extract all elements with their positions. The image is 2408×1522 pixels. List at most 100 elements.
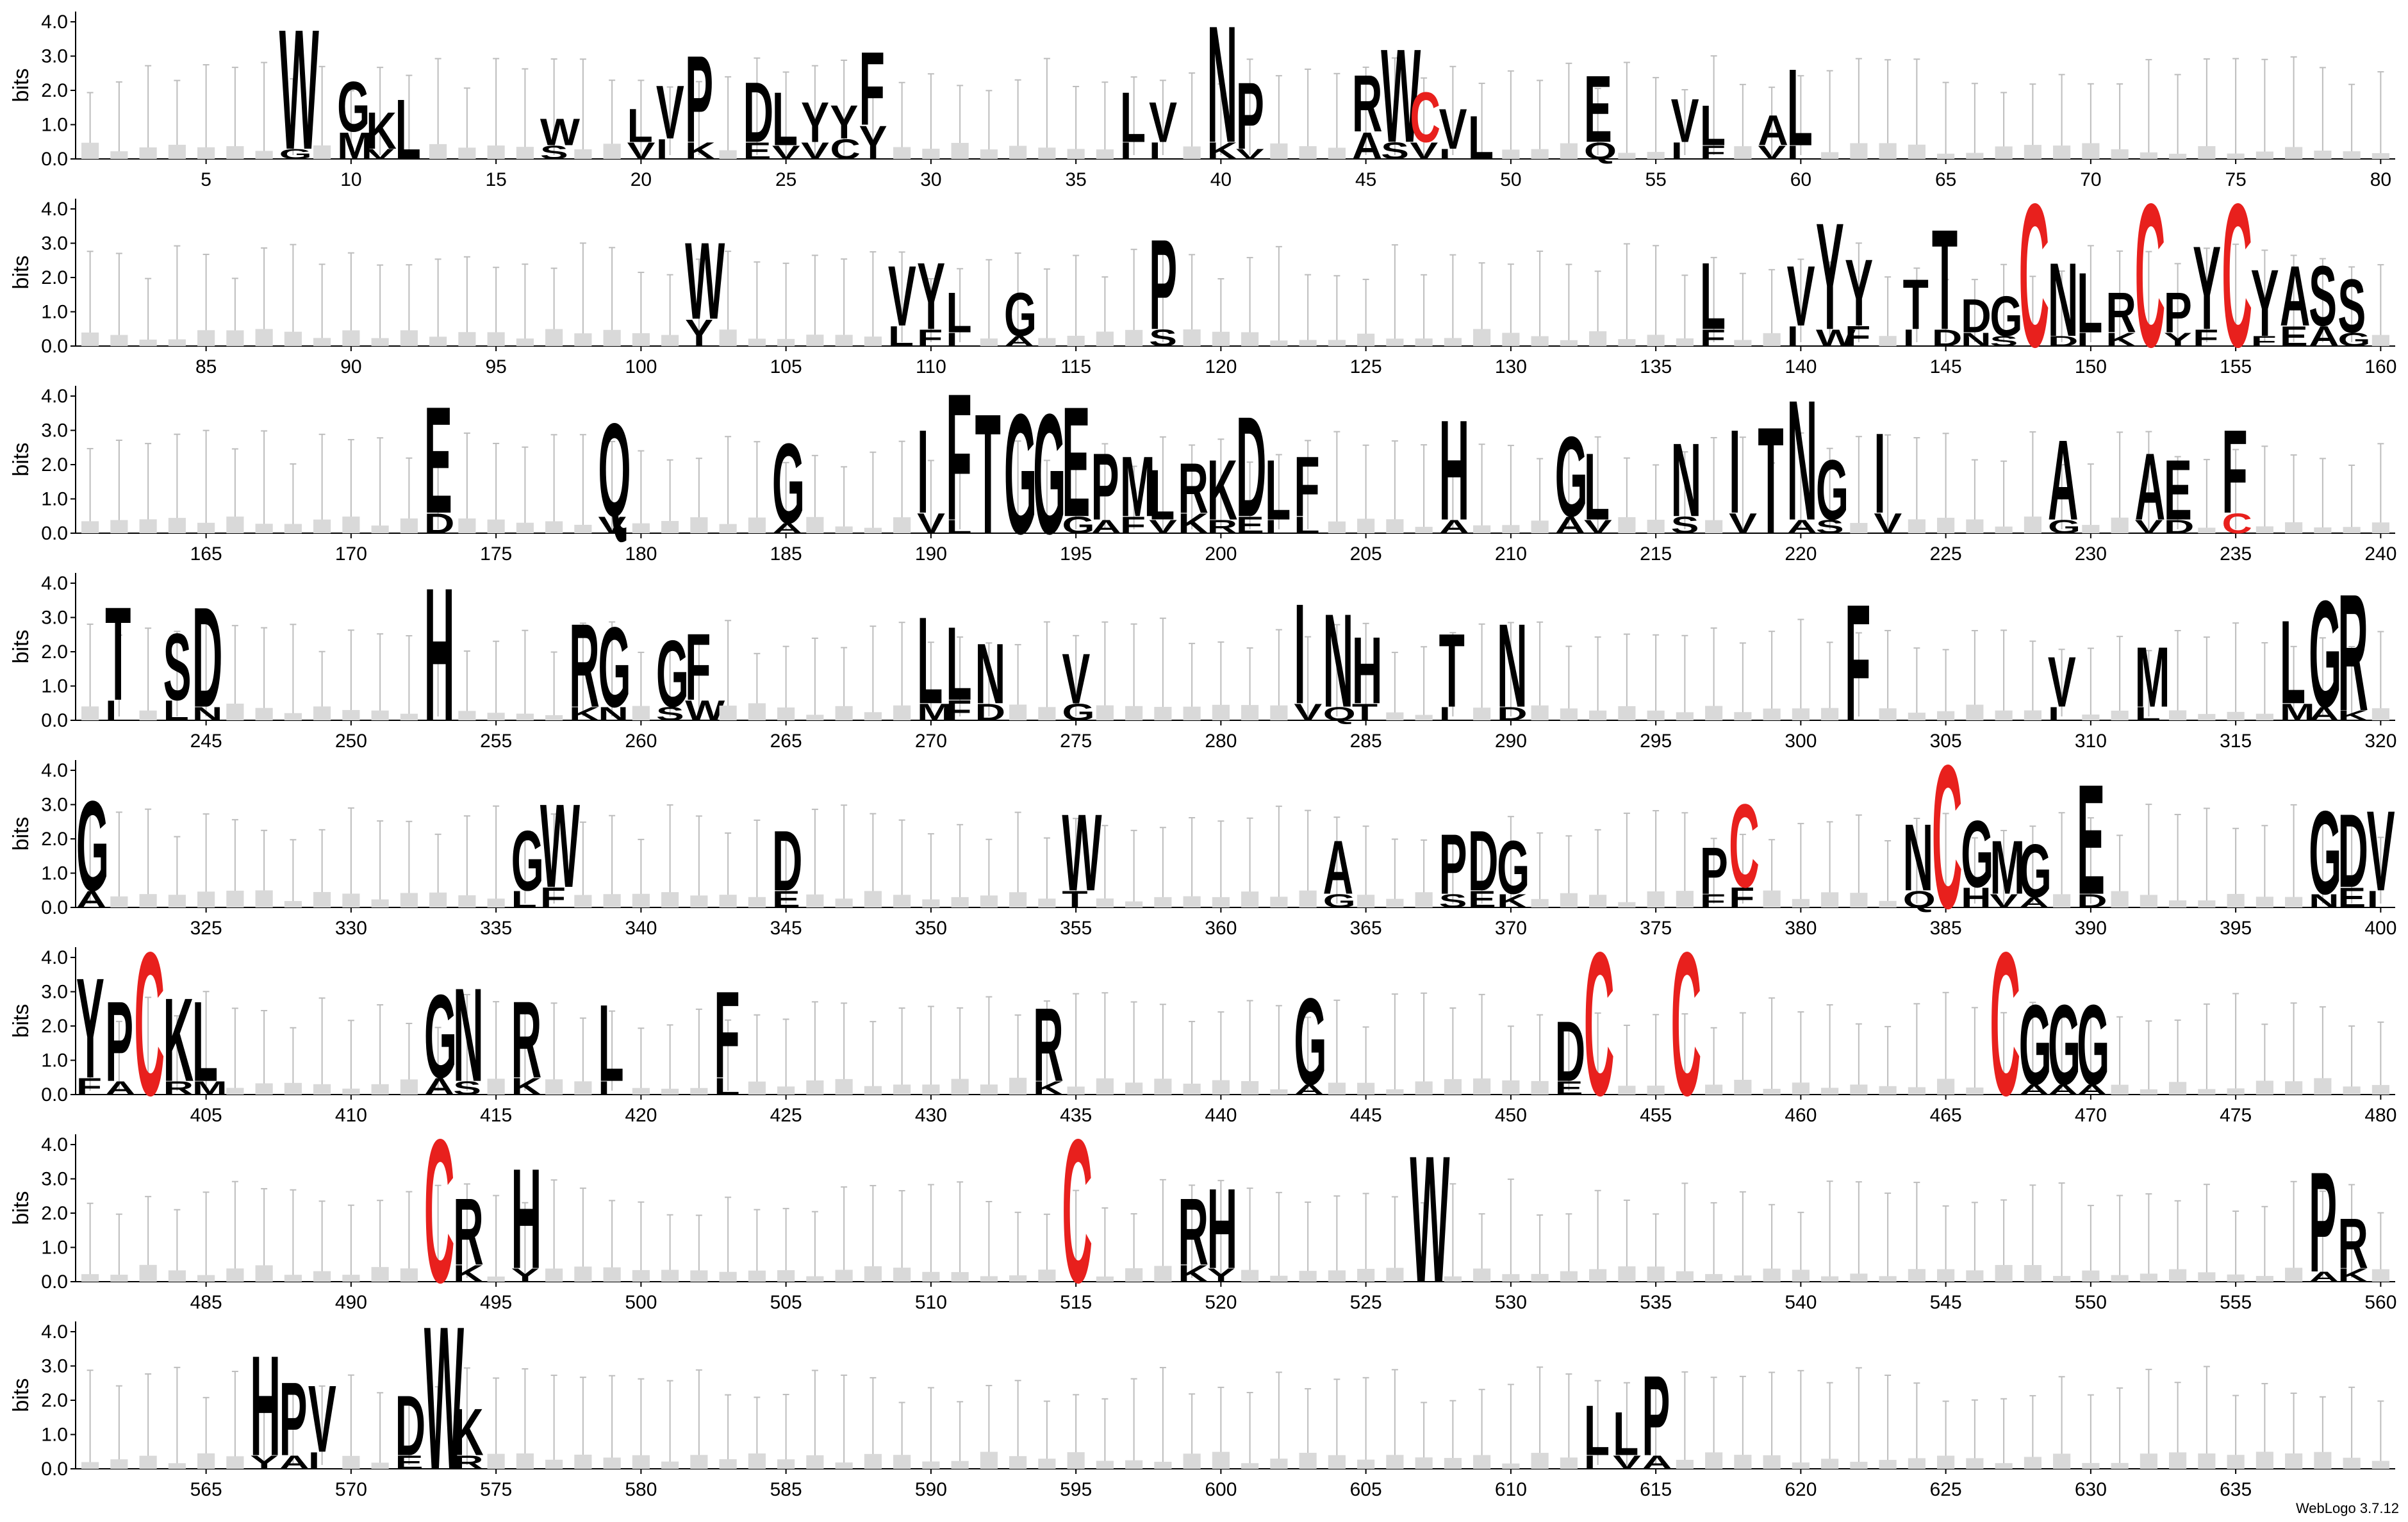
low-info-stack [1850, 143, 1868, 159]
logo-glyph-152-C: C [2135, 161, 2166, 390]
low-info-stack [748, 1081, 766, 1095]
x-tick-label: 415 [480, 1105, 512, 1126]
logo-glyph-244-L: L [163, 695, 189, 727]
x-tick-label: 115 [1060, 356, 1091, 377]
low-info-stack [1125, 329, 1143, 346]
low-info-stack [1937, 711, 1955, 720]
low-info-stack [458, 147, 476, 159]
low-info-stack [1386, 898, 1404, 907]
low-info-stack [1241, 1463, 1259, 1469]
logo-glyph-469-G: G [2048, 981, 2081, 1109]
low-info-stack [690, 1088, 708, 1095]
y-tick-label: 2.0 [41, 454, 68, 476]
low-info-stack [2198, 146, 2216, 159]
low-info-stack [1038, 147, 1056, 159]
logo-row-4: 0.0 1.0 2.0 3.0 4.0 bits 245 250 255 260 265 270 275… [9, 548, 2396, 761]
x-tick-label: 390 [2075, 918, 2107, 939]
x-tick-label: 85 [195, 356, 217, 377]
x-tick-label: 330 [335, 918, 367, 939]
low-info-stack [1270, 705, 1288, 720]
x-tick-label: 465 [1930, 1105, 1962, 1126]
low-info-stack [545, 1459, 563, 1469]
low-info-stack [1531, 1273, 1549, 1282]
x-tick-label: 635 [2220, 1479, 2252, 1500]
logo-glyph-147-S: S [1990, 333, 2018, 349]
low-info-stack [1792, 898, 1810, 907]
low-info-stack [806, 1455, 824, 1469]
logo-glyph-242-I: I [105, 695, 117, 727]
logo-glyph-45-R: R [1352, 59, 1383, 149]
low-info-stack [1328, 1270, 1346, 1282]
low-info-stack [487, 713, 505, 720]
low-info-stack [1241, 1081, 1259, 1095]
logo-glyph-10-M: M [337, 125, 372, 167]
low-info-stack [574, 149, 592, 159]
logo-glyph-613-L: L [1584, 1391, 1610, 1471]
logo-glyph-216-N: N [1671, 422, 1702, 538]
low-info-stack [1096, 331, 1114, 346]
low-info-stack [1908, 144, 1926, 159]
logo-glyph-219-T: T [1758, 395, 1783, 566]
x-tick-label: 220 [1785, 543, 1817, 565]
low-info-stack [806, 715, 824, 720]
x-tick-label: 140 [1785, 356, 1817, 377]
low-info-stack [1850, 1084, 1868, 1095]
low-info-stack [1270, 143, 1288, 159]
x-tick-label: 15 [485, 169, 506, 190]
low-info-stack [2285, 1268, 2303, 1282]
x-tick-label: 370 [1495, 918, 1527, 939]
low-info-stack [1995, 1264, 2013, 1282]
logo-glyph-203-F: F [1294, 440, 1319, 534]
low-info-stack [2082, 1462, 2100, 1469]
logo-glyph-199-R: R [1178, 449, 1208, 528]
logo-glyph-199-K: K [1178, 508, 1208, 540]
weblogo-version: WebLogo 3.7.12 [2295, 1500, 2399, 1516]
logo-glyph-568-P: P [279, 1361, 308, 1478]
logo-glyph-213-L: L [1584, 434, 1610, 540]
logo-glyph-244-S: S [163, 615, 192, 721]
logo-glyph-271-L: L [946, 606, 971, 722]
low-info-stack [864, 1453, 882, 1469]
low-info-stack [951, 142, 969, 159]
low-info-stack [951, 1460, 969, 1469]
logo-glyph-272-D: D [975, 699, 1006, 725]
low-info-stack [1618, 517, 1636, 533]
low-info-stack [603, 1457, 621, 1469]
logo-glyph-194-G: G [1033, 379, 1066, 570]
logo-glyph-203-L: L [1294, 512, 1319, 538]
y-tick-label: 3.0 [41, 608, 68, 629]
low-info-stack [197, 1275, 215, 1282]
logo-glyph-456-C: C [1671, 909, 1702, 1138]
x-tick-label: 270 [915, 731, 947, 752]
low-info-stack [2024, 145, 2041, 159]
x-tick-label: 25 [775, 169, 796, 190]
logo-glyph-137-L: L [1700, 244, 1726, 350]
low-info-stack [806, 894, 824, 907]
low-info-stack [1096, 898, 1114, 907]
low-info-stack [2140, 1273, 2157, 1282]
low-info-stack [806, 335, 824, 346]
low-info-stack [2314, 1078, 2332, 1095]
y-tick-label: 0.0 [41, 336, 68, 357]
x-tick-label: 490 [335, 1292, 367, 1313]
logo-glyph-423-L: L [714, 1073, 739, 1100]
low-info-stack [342, 517, 360, 533]
low-info-stack [2314, 527, 2332, 533]
logo-glyph-404-R: R [163, 1077, 194, 1098]
x-tick-label: 225 [1930, 543, 1962, 565]
x-tick-label: 260 [625, 731, 657, 752]
low-info-stack [603, 329, 621, 346]
low-info-stack [255, 1083, 273, 1095]
logo-glyph-195-G: G [1062, 512, 1094, 538]
low-info-stack [1154, 1079, 1172, 1095]
x-tick-label: 170 [335, 543, 367, 565]
y-tick-label: 4.0 [41, 760, 68, 781]
low-info-stack [632, 523, 650, 533]
low-info-stack [661, 1461, 679, 1469]
logo-glyph-27-Y: Y [830, 95, 858, 149]
logo-glyph-145-D: D [1932, 325, 1963, 351]
low-info-stack [1647, 1086, 1665, 1095]
low-info-stack [1560, 143, 1578, 159]
logo-glyph-377-F: F [1700, 890, 1726, 911]
low-info-stack [980, 895, 998, 907]
